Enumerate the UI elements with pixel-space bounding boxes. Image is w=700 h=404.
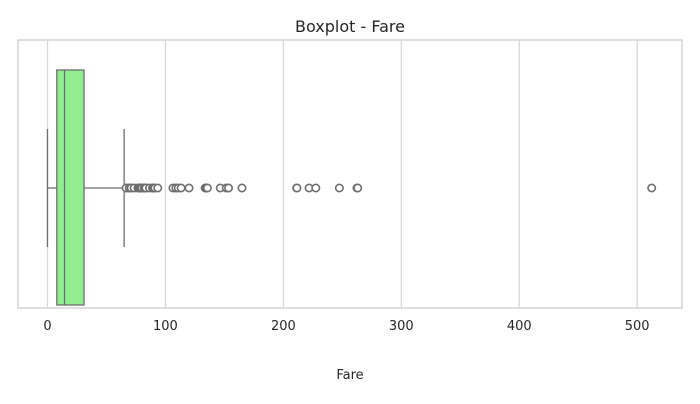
chart-title: Boxplot - Fare — [295, 17, 405, 36]
outlier-point — [202, 183, 212, 193]
x-tick-label: 500 — [625, 319, 650, 334]
outlier-point — [237, 183, 247, 193]
iqr-box — [56, 69, 85, 306]
outlier-point — [353, 183, 363, 193]
grid-layer — [46, 40, 638, 308]
outlier-layer — [121, 183, 657, 193]
outlier-point — [153, 183, 163, 193]
x-tick-label: 0 — [43, 319, 51, 334]
outlier-point — [334, 183, 344, 193]
outlier-point — [647, 183, 657, 193]
x-tick-label: 200 — [271, 319, 296, 334]
x-axis-label: Fare — [336, 368, 363, 383]
outlier-point — [224, 183, 234, 193]
outlier-point — [311, 183, 321, 193]
x-tick-label: 300 — [389, 319, 414, 334]
outlier-point — [176, 183, 186, 193]
outlier-point — [292, 183, 302, 193]
x-axis: 0 100 200 300 400 500 — [43, 319, 649, 334]
box-layer — [46, 69, 125, 306]
outlier-point — [184, 183, 194, 193]
plot-frame — [17, 39, 683, 309]
x-tick-label: 100 — [153, 319, 178, 334]
x-tick-label: 400 — [507, 319, 532, 334]
